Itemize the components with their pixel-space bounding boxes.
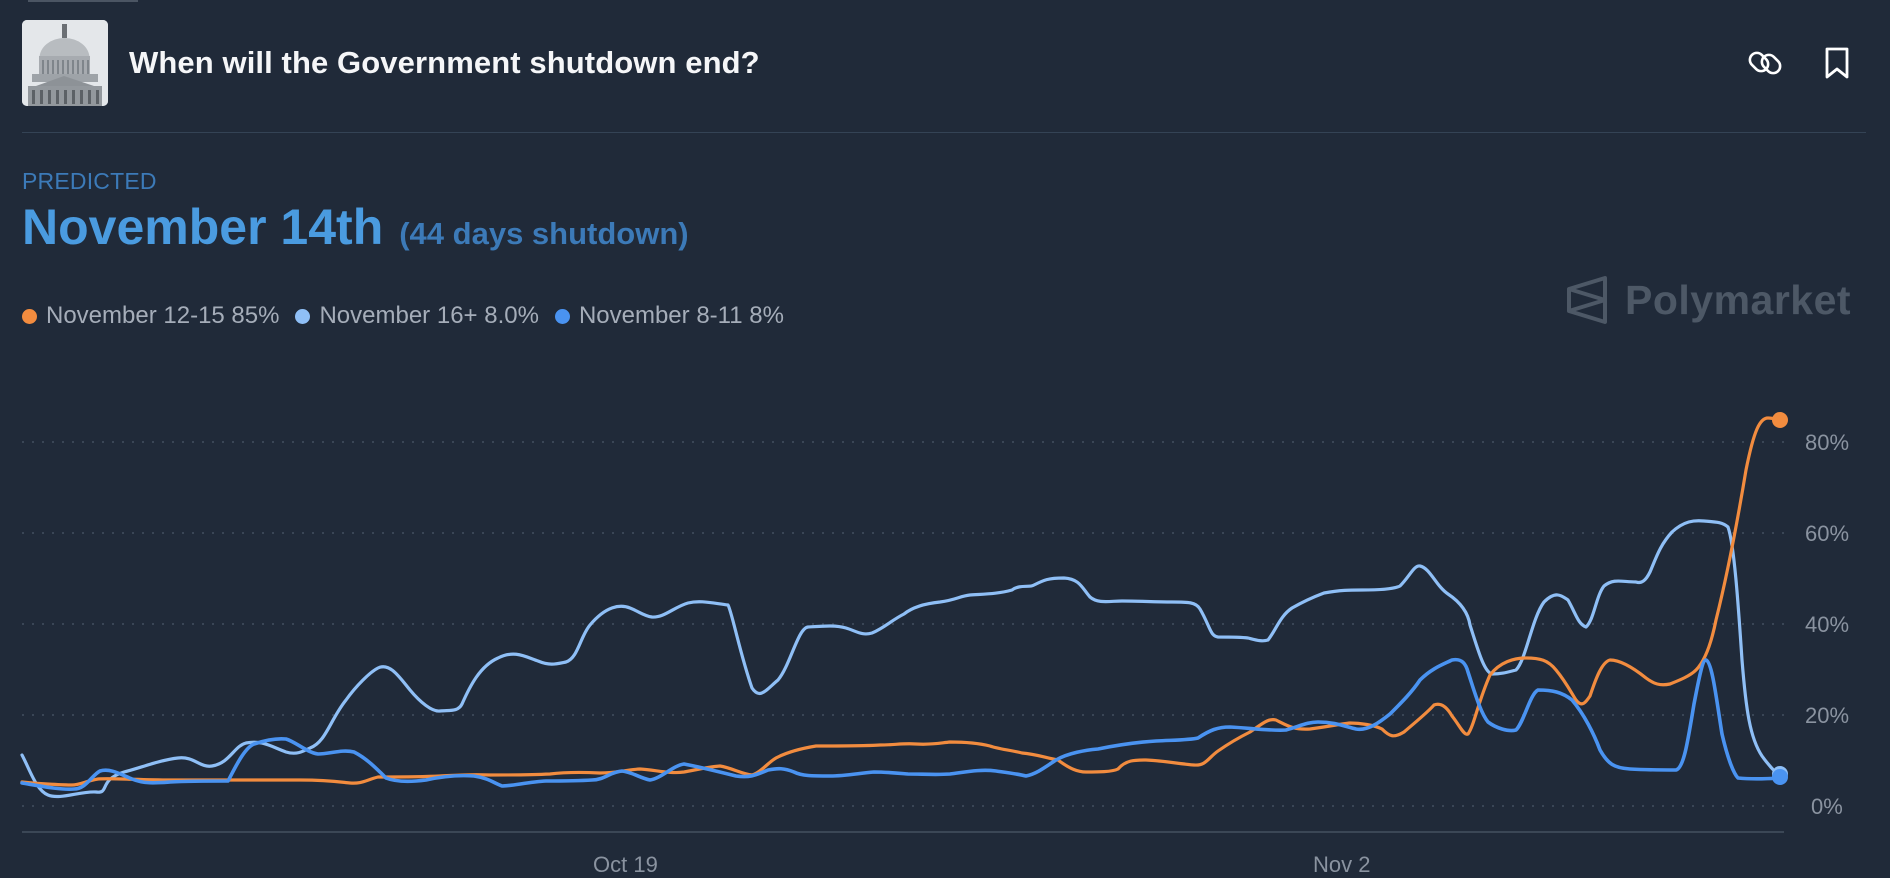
gridlines [22, 441, 1785, 807]
series-end-marker-nov-8-11 [1772, 769, 1788, 785]
market-title: When will the Government shutdown end? [129, 44, 760, 80]
chart-legend: November 12-15 85% November 16+ 8.0% Nov… [22, 302, 800, 330]
copy-link-button[interactable] [1746, 44, 1784, 82]
bookmark-button[interactable] [1818, 44, 1856, 82]
x-axis-label-oct-19: Oct 19 [593, 852, 658, 877]
legend-item-nov-8-11[interactable]: November 8-11 8% [554, 302, 784, 330]
predicted-value: November 14th [22, 199, 384, 255]
market-header: When will the Government shutdown end? [22, 19, 1868, 106]
series-end-marker-nov-12-15 [1772, 412, 1788, 428]
header-divider [22, 132, 1866, 133]
series-nov-12-15 [20, 416, 1782, 787]
top-tab-indicator [28, 0, 138, 2]
legend-dot-icon [554, 308, 570, 324]
polymarket-watermark: Polymarket [1565, 275, 1851, 325]
market-thumbnail [22, 19, 108, 106]
series-nov-8-11 [20, 657, 1782, 791]
predicted-label: PREDICTED [22, 168, 157, 194]
y-axis-label-80: 80% [1805, 430, 1850, 455]
y-axis-label-20: 20% [1805, 703, 1850, 728]
legend-label: November 12-15 85% [46, 302, 280, 329]
link-icon [1748, 51, 1782, 74]
legend-label: November 16+ 8.0% [319, 302, 539, 329]
header-actions [1746, 44, 1856, 82]
series-nov-16-plus [20, 519, 1782, 799]
y-axis-label-60: 60% [1805, 521, 1850, 546]
y-axis-label-0: 0% [1811, 794, 1843, 819]
y-axis-label-40: 40% [1805, 612, 1850, 637]
legend-dot-icon [22, 308, 37, 324]
polymarket-logo-icon [1567, 276, 1607, 324]
legend-label: November 8-11 8% [578, 302, 784, 329]
legend-item-nov-12-15[interactable]: November 12-15 85% [22, 302, 279, 330]
x-axis-label-nov-2: Nov 2 [1313, 852, 1371, 877]
bookmark-icon [1825, 47, 1849, 78]
watermark-text: Polymarket [1625, 276, 1852, 323]
predicted-subtext: (44 days shutdown) [399, 216, 689, 251]
legend-item-nov-16-plus[interactable]: November 16+ 8.0% [295, 302, 539, 330]
predicted-outcome: November 14th (44 days shutdown) [22, 198, 689, 256]
legend-dot-icon [295, 308, 311, 324]
